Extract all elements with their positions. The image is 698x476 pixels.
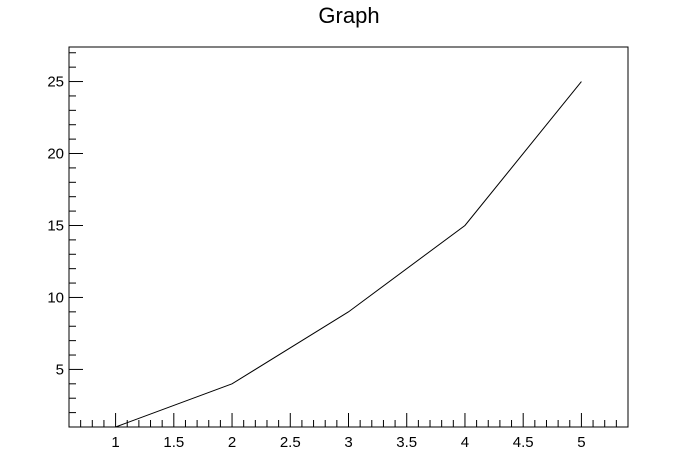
y-tick-label: 20 bbox=[47, 146, 64, 163]
chart-title: Graph bbox=[318, 3, 379, 28]
plot-frame bbox=[68, 46, 629, 428]
y-tick-label: 5 bbox=[56, 361, 64, 378]
x-tick-label: 3.5 bbox=[396, 434, 417, 451]
x-axis: 1 1.5 2 2.5 3 3.5 4 4.5 5 bbox=[68, 413, 629, 451]
y-tick-label: 10 bbox=[47, 289, 64, 306]
x-tick-label: 4.5 bbox=[513, 434, 534, 451]
x-tick-label: 5 bbox=[577, 434, 585, 451]
series-line-0 bbox=[115, 81, 582, 428]
x-tick-label: 3 bbox=[344, 434, 352, 451]
y-tick-label: 25 bbox=[47, 74, 64, 91]
x-tick-label: 2.5 bbox=[280, 434, 301, 451]
y-axis: 5 10 15 20 25 bbox=[47, 52, 83, 428]
y-tick-label: 15 bbox=[47, 217, 64, 234]
x-tick-label: 1.5 bbox=[163, 434, 184, 451]
x-tick-label: 2 bbox=[228, 434, 236, 451]
x-tick-label: 1 bbox=[111, 434, 119, 451]
x-tick-label: 4 bbox=[461, 434, 469, 451]
series-layer bbox=[115, 81, 582, 428]
